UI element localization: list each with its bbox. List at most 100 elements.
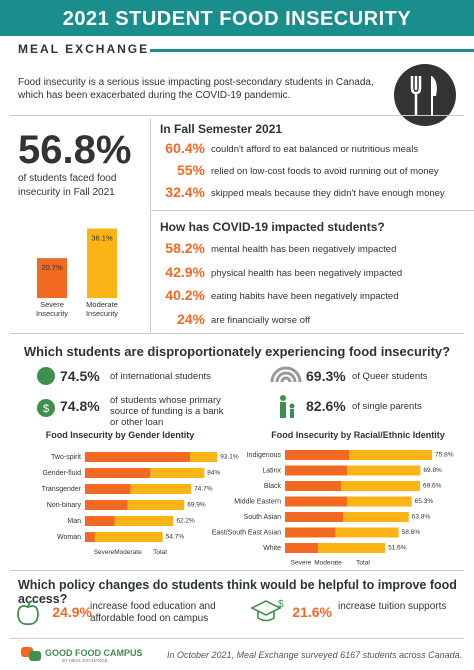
bar-segment (317, 543, 386, 553)
bar-segment (85, 468, 151, 478)
category-label: White (263, 545, 281, 552)
total-label: 69.9% (187, 502, 206, 509)
bar-segment (347, 465, 421, 476)
category-label: Severe Insecurity (35, 300, 69, 318)
stat-value: 40.2% (165, 287, 205, 303)
category-wrap: Severe Insecurity (35, 300, 69, 318)
category-label: Two-spirit (51, 454, 81, 461)
footer-logo: GOOD FOOD CAMPUS (45, 648, 143, 658)
title-band (0, 0, 474, 36)
value-label: 36.1% (91, 234, 113, 243)
section-title: In Fall Semester 2021 (160, 122, 283, 136)
bar-segment (85, 452, 191, 462)
category-label: Middle Eastern (234, 498, 281, 505)
intro: Food insecurity is a serious issue impac… (18, 77, 374, 101)
bar-segment (349, 450, 433, 460)
category-label: Gender-fluid (42, 470, 81, 477)
total-label: 54.7% (166, 534, 185, 541)
bar-segment (85, 516, 115, 526)
divider (10, 570, 464, 571)
bar-segment (85, 532, 95, 542)
category-label: Non-binary (47, 502, 82, 509)
total-label: 75.8% (435, 452, 454, 459)
legend-label: Moderate (114, 549, 142, 556)
grad-icon: $ (250, 599, 284, 622)
bar-segment (190, 452, 218, 462)
bar-segment (85, 500, 128, 510)
total-label: 65.3% (415, 498, 434, 505)
small-chart: 20.7% Severe Insecurity 36.1% Moderate Inse… (35, 228, 119, 318)
category-label: Moderate Insecurity (85, 300, 119, 318)
category-label: Transgender (42, 486, 82, 493)
divider (10, 638, 464, 639)
group-text: of international students (110, 371, 211, 382)
total-label: 74.7% (194, 486, 213, 493)
title: 2021 STUDENT FOOD INSECURITY (62, 8, 412, 30)
divider (10, 333, 464, 334)
bar-segment (343, 512, 409, 522)
bar (87, 228, 117, 298)
total-label: 58.6% (402, 529, 421, 536)
footer-logo-sub: BY MEAL EXCHANGE (62, 658, 108, 663)
section-title: How has COVID-19 impacted students? (160, 220, 385, 234)
total-label: 93.1% (220, 454, 239, 461)
stat-text: physical health has been negatively impa… (211, 267, 403, 279)
total-label: 63.8% (412, 514, 431, 521)
group-value: 82.6% (306, 398, 346, 414)
chart-title: Food Insecurity by Gender Identity (46, 430, 195, 440)
group-text: of Queer students (352, 371, 428, 382)
total-label: 69.8% (423, 467, 442, 474)
bar-segment (285, 450, 350, 460)
bar-segment (130, 484, 192, 494)
globe-icon (37, 367, 55, 385)
svg-text:$: $ (278, 599, 284, 610)
value-label: 20.7% (41, 263, 63, 272)
category-label: South Asian (244, 514, 281, 521)
bar-segment (285, 465, 348, 476)
headline-value: 56.8% (18, 128, 132, 172)
total-label: 84% (207, 470, 220, 477)
group-value: 69.3% (306, 368, 346, 384)
stat-value: 58.2% (165, 240, 205, 256)
stat-text: relied on low-cost foods to avoid runnin… (211, 166, 439, 177)
legend-label: Total (356, 560, 370, 567)
bar-segment (335, 527, 399, 538)
stat-text: are financially worse off (211, 314, 311, 326)
apple-icon (17, 600, 39, 625)
money-icon: $ (37, 399, 55, 417)
category-label: Man (67, 518, 81, 525)
bar-segment (127, 500, 185, 510)
stat-value: 55% (176, 162, 205, 178)
legend-label: Total (153, 549, 167, 556)
logo-icon (21, 647, 41, 661)
bar-segment (150, 468, 205, 478)
stat-text: skipped meals because they didn't have e… (211, 188, 445, 199)
legend-label: Severe (94, 549, 115, 556)
bar-segment (114, 516, 174, 526)
stat-text: couldn't afford to eat balanced or nutri… (211, 144, 419, 155)
group-text: of single parents (352, 401, 422, 412)
footer-note: In October 2021, Meal Exchange surveyed … (167, 650, 463, 660)
svg-text:$: $ (43, 403, 49, 415)
bar-segment (285, 527, 336, 538)
bar-segment (285, 512, 344, 522)
category-label: Indigenous (247, 452, 282, 459)
stat-value: 60.4% (165, 140, 205, 156)
policy-value: 24.9% (52, 604, 92, 620)
category-wrap: Moderate Insecurity (85, 300, 119, 318)
policy-text: increase tuition supports (338, 601, 447, 612)
group-value: 74.5% (60, 368, 100, 384)
category-label: Black (264, 483, 282, 490)
category-label: East/South East Asian (212, 529, 281, 536)
stat-text: mental health has been negatively impact… (211, 244, 397, 255)
total-label: 62.2% (176, 518, 195, 525)
legend-label: Severe (291, 560, 312, 567)
divider (150, 118, 151, 332)
stat-value: 32.4% (165, 184, 205, 200)
group-value: 74.8% (60, 398, 100, 414)
rainbow-icon (270, 366, 302, 383)
cutlery-icon (394, 64, 456, 126)
bar (37, 258, 67, 298)
bar-segment (347, 496, 412, 507)
